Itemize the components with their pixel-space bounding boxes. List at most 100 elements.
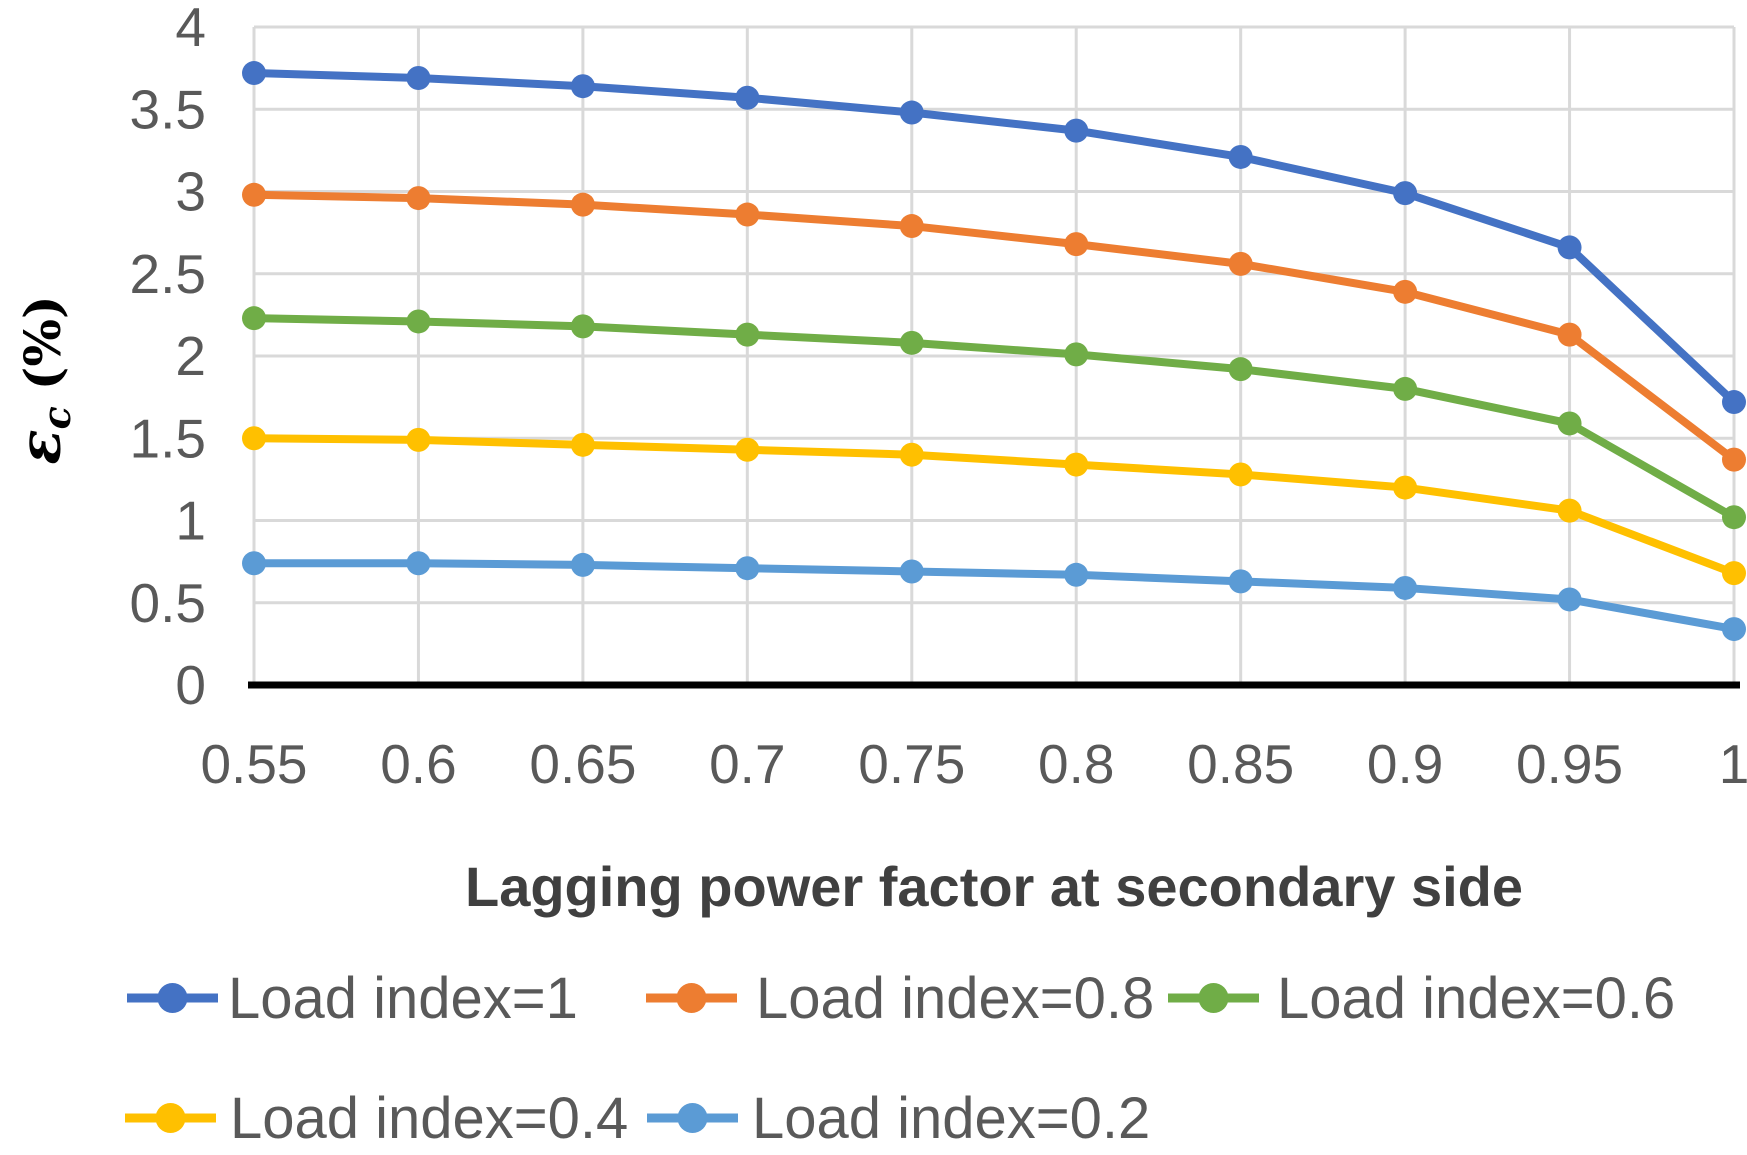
data-point-load-index-0-6-0-8 [1064, 342, 1089, 367]
data-point-load-index-0-2-0-8 [1064, 562, 1089, 587]
data-point-load-index-1-0-7 [735, 85, 760, 110]
data-point-load-index-0-4-1 [1722, 561, 1746, 586]
y-tick-label-4: 4 [175, 0, 206, 58]
data-point-load-index-0-6-0-75 [899, 330, 924, 355]
series-line-load-index-0-8 [250, 190, 1738, 464]
legend-label: Load index=0.6 [1277, 966, 1675, 1031]
legend-marker-dot [1198, 983, 1229, 1013]
series-line-load-index-0-6 [250, 314, 1738, 522]
data-point-load-index-1-0-75 [899, 100, 924, 125]
data-point-load-index-0-6-0-9 [1393, 376, 1418, 401]
x-tick-label-0-7: 0.7 [709, 733, 785, 795]
y-tick-label-0-5: 0.5 [130, 572, 206, 634]
series-layer [242, 61, 1746, 642]
data-point-load-index-0-2-1 [1722, 617, 1746, 642]
data-point-load-index-0-6-0-6 [406, 309, 431, 334]
data-point-load-index-0-8-0-75 [899, 214, 924, 239]
data-point-load-index-0-2-0-65 [570, 552, 595, 577]
y-tick-label-3-5: 3.5 [130, 78, 206, 140]
data-point-load-index-0-4-0-55 [242, 426, 266, 451]
data-point-load-index-0-4-0-65 [570, 432, 595, 457]
x-tick-label-0-9: 0.9 [1367, 733, 1443, 795]
data-point-load-index-0-4-0-75 [899, 442, 924, 467]
series-load-index-0-8 [242, 182, 1746, 472]
data-point-load-index-0-6-0-55 [242, 306, 266, 331]
data-point-load-index-0-2-0-6 [406, 551, 431, 576]
series-line-load-index-0-4 [250, 434, 1738, 578]
data-point-load-index-1-1 [1722, 390, 1746, 415]
tick-labels: 0 0.5 1 1.5 2 2.5 3 3.5 4 0.55 0.6 0.65 0.7 0.75 0.8 0.… [130, 0, 1747, 795]
legend-label: Load index=0.8 [756, 966, 1154, 1031]
series-load-index-1 [242, 61, 1746, 415]
data-point-load-index-0-2-0-9 [1393, 575, 1418, 600]
x-axis-title: Lagging power factor at secondary side [465, 855, 1523, 918]
series-line-load-index-0-2 [250, 559, 1738, 634]
legend-label: Load index=0.4 [230, 1086, 628, 1151]
series-load-index-0-4 [242, 426, 1746, 586]
gridlines [252, 25, 1736, 687]
data-point-load-index-1-0-6 [406, 65, 431, 90]
y-axis-title: εc (%) [6, 295, 79, 464]
legend-item-load-index-0-2: Load index=0.2 [647, 1086, 1150, 1151]
legend-marker-dot [676, 983, 707, 1013]
y-tick-label-2: 2 [175, 325, 206, 387]
data-point-load-index-0-2-0-75 [899, 559, 924, 584]
data-point-load-index-0-8-0-95 [1557, 322, 1582, 347]
legend-item-load-index-0-6: Load index=0.6 [1168, 966, 1675, 1031]
x-tick-label-1: 1 [1719, 733, 1747, 795]
legend-item-load-index-0-8: Load index=0.8 [646, 966, 1154, 1031]
data-point-load-index-0-2-0-7 [735, 556, 760, 581]
data-point-load-index-0-8-1 [1722, 447, 1746, 472]
data-point-load-index-0-6-0-85 [1228, 357, 1253, 382]
legend: Load index=1 Load index=0.8 Load index=0… [125, 966, 1675, 1151]
data-point-load-index-0-8-0-85 [1228, 251, 1253, 276]
data-point-load-index-1-0-65 [570, 74, 595, 99]
data-point-load-index-0-8-0-9 [1393, 279, 1418, 304]
legend-marker-dot [157, 983, 188, 1013]
series-load-index-0-2 [242, 551, 1746, 642]
data-point-load-index-1-0-95 [1557, 235, 1582, 260]
y-axis-title-subscript: c [34, 406, 79, 429]
x-tick-label-0-65: 0.65 [529, 733, 636, 795]
data-point-load-index-0-8-0-65 [570, 192, 595, 217]
data-point-load-index-0-2-0-95 [1557, 587, 1582, 612]
data-point-load-index-0-4-0-6 [406, 427, 431, 452]
legend-label: Load index=1 [228, 966, 578, 1031]
x-tick-label-0-85: 0.85 [1187, 733, 1294, 795]
y-axis-title-unit: (%) [13, 295, 72, 390]
legend-marker-dot [677, 1103, 708, 1133]
data-point-load-index-0-4-0-9 [1393, 475, 1418, 500]
x-tick-label-0-95: 0.95 [1516, 733, 1623, 795]
data-point-load-index-0-6-0-7 [735, 322, 760, 347]
data-point-load-index-0-4-0-85 [1228, 462, 1253, 487]
data-point-load-index-1-0-55 [242, 61, 266, 86]
data-point-load-index-1-0-9 [1393, 181, 1418, 206]
data-point-load-index-1-0-8 [1064, 118, 1089, 143]
y-tick-label-1-5: 1.5 [130, 407, 206, 469]
y-tick-label-2-5: 2.5 [130, 243, 206, 305]
x-tick-label-0-8: 0.8 [1038, 733, 1114, 795]
data-point-load-index-0-8-0-8 [1064, 232, 1089, 257]
data-point-load-index-0-6-0-65 [570, 314, 595, 339]
legend-item-load-index-1: Load index=1 [127, 966, 578, 1031]
data-point-load-index-0-4-0-8 [1064, 452, 1089, 477]
series-load-index-0-6 [242, 306, 1746, 530]
data-point-load-index-0-4-0-7 [735, 437, 760, 462]
x-tick-label-0-6: 0.6 [380, 733, 456, 795]
x-tick-label-0-75: 0.75 [858, 733, 965, 795]
data-point-load-index-0-6-0-95 [1557, 411, 1582, 436]
y-axis-title-symbol: ε [6, 429, 74, 464]
y-tick-label-0: 0 [175, 654, 206, 716]
data-point-load-index-1-0-85 [1228, 144, 1253, 169]
legend-label: Load index=0.2 [752, 1086, 1150, 1151]
series-line-load-index-1 [250, 69, 1738, 407]
data-point-load-index-0-8-0-6 [406, 186, 431, 211]
data-point-load-index-0-2-0-55 [242, 551, 266, 576]
data-point-load-index-0-8-0-55 [242, 182, 266, 207]
legend-marker-dot [155, 1103, 186, 1133]
data-point-load-index-0-6-1 [1722, 505, 1746, 530]
data-point-load-index-0-4-0-95 [1557, 498, 1582, 523]
data-point-load-index-0-2-0-85 [1228, 569, 1253, 594]
